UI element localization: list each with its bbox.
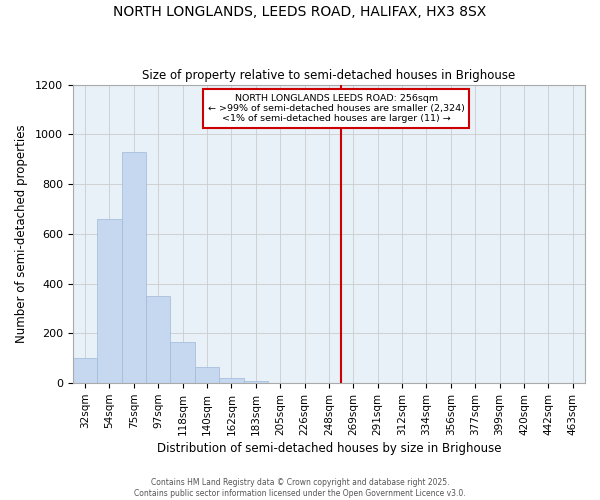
- Text: Contains HM Land Registry data © Crown copyright and database right 2025.
Contai: Contains HM Land Registry data © Crown c…: [134, 478, 466, 498]
- Text: NORTH LONGLANDS LEEDS ROAD: 256sqm
← >99% of semi-detached houses are smaller (2: NORTH LONGLANDS LEEDS ROAD: 256sqm ← >99…: [208, 94, 464, 124]
- Bar: [170, 342, 195, 383]
- Bar: [122, 152, 146, 383]
- X-axis label: Distribution of semi-detached houses by size in Brighouse: Distribution of semi-detached houses by …: [157, 442, 501, 455]
- Bar: [195, 367, 219, 383]
- Bar: [97, 219, 122, 383]
- Title: Size of property relative to semi-detached houses in Brighouse: Size of property relative to semi-detach…: [142, 69, 515, 82]
- Bar: [244, 380, 268, 383]
- Bar: [146, 296, 170, 383]
- Bar: [219, 378, 244, 383]
- Text: NORTH LONGLANDS, LEEDS ROAD, HALIFAX, HX3 8SX: NORTH LONGLANDS, LEEDS ROAD, HALIFAX, HX…: [113, 5, 487, 19]
- Y-axis label: Number of semi-detached properties: Number of semi-detached properties: [15, 124, 28, 343]
- Bar: [73, 358, 97, 383]
